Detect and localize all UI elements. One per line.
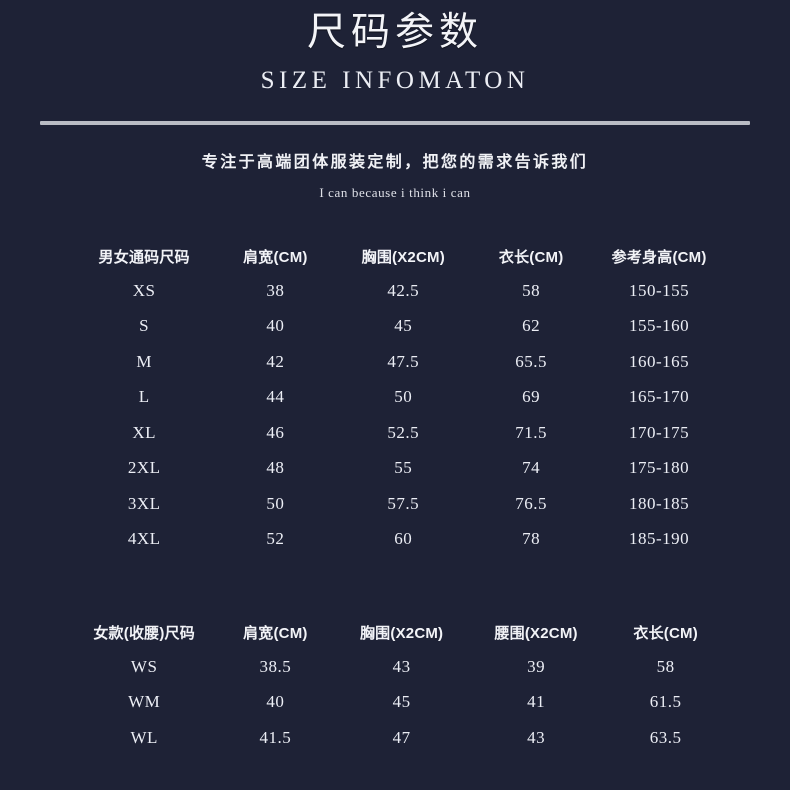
table-row: 2XL 48 55 74 175-180 [72, 451, 728, 487]
cell-chest: 43 [392, 656, 411, 676]
cell-size: M [136, 351, 152, 371]
table-row: WM 40 45 41 61.5 [72, 685, 728, 721]
column-header-length: 衣长(CM) [498, 248, 564, 266]
cell-length: 74 [522, 458, 541, 478]
cell-shoulder: 40 [266, 692, 285, 712]
table-row: WS 38.5 43 39 58 [72, 649, 728, 685]
column-header-shoulder: 肩宽(CM) [243, 624, 308, 642]
cell-length: 58 [522, 280, 541, 300]
cell-length: 76.5 [515, 493, 548, 513]
cell-shoulder: 44 [266, 387, 285, 407]
divider-wrap [0, 121, 790, 125]
cell-height: 165-170 [629, 387, 690, 407]
cell-shoulder: 38.5 [259, 656, 292, 676]
cell-length: 65.5 [515, 351, 548, 371]
cell-waist: 39 [527, 656, 546, 676]
horizontal-divider [40, 121, 750, 125]
cell-chest: 57.5 [387, 493, 420, 513]
cell-chest: 52.5 [387, 422, 420, 442]
cell-length: 78 [522, 529, 541, 549]
tagline-secondary: I can because i think i can [319, 185, 471, 200]
table-row: 4XL 52 60 78 185-190 [72, 522, 728, 558]
column-header-size: 男女通码尺码 [98, 248, 190, 266]
unisex-size-table: 男女通码尺码 肩宽(CM) 胸围(X2CM) 衣长(CM) 参考身高(CM) X… [72, 239, 728, 557]
cell-height: 150-155 [629, 280, 690, 300]
cell-chest: 47 [392, 727, 411, 747]
cell-length: 63.5 [649, 727, 682, 747]
cell-length: 61.5 [649, 692, 682, 712]
cell-chest: 60 [394, 529, 413, 549]
cell-waist: 43 [527, 727, 546, 747]
table-row: L 44 50 69 165-170 [72, 380, 728, 416]
cell-length: 69 [522, 387, 541, 407]
cell-size: XL [132, 422, 156, 442]
column-header-chest: 胸围(X2CM) [359, 624, 444, 642]
page-header: 尺码参数 SIZE INFOMATON 专注于高端团体服装定制，把您的需求告诉我… [0, 0, 790, 203]
cell-chest: 55 [394, 458, 413, 478]
table-header-row: 女款(收腰)尺码 肩宽(CM) 胸围(X2CM) 腰围(X2CM) 衣长(CM) [72, 615, 728, 649]
table-header-row: 男女通码尺码 肩宽(CM) 胸围(X2CM) 衣长(CM) 参考身高(CM) [72, 239, 728, 273]
cell-chest: 50 [394, 387, 413, 407]
table-row: 3XL 50 57.5 76.5 180-185 [72, 486, 728, 522]
cell-waist: 41 [527, 692, 546, 712]
unisex-size-table-block: 男女通码尺码 肩宽(CM) 胸围(X2CM) 衣长(CM) 参考身高(CM) X… [0, 239, 790, 557]
column-header-length: 衣长(CM) [633, 624, 698, 642]
table-row: XL 46 52.5 71.5 170-175 [72, 415, 728, 451]
cell-shoulder: 46 [266, 422, 285, 442]
cell-shoulder: 38 [266, 280, 285, 300]
cell-size: 2XL [127, 458, 161, 478]
cell-chest: 42.5 [387, 280, 420, 300]
cell-size: WS [130, 656, 158, 676]
cell-height: 185-190 [629, 529, 690, 549]
cell-shoulder: 48 [266, 458, 285, 478]
cell-length: 71.5 [515, 422, 548, 442]
column-header-shoulder: 肩宽(CM) [243, 248, 308, 266]
women-table-body: WS 38.5 43 39 58 WM 40 45 41 61.5 WL 41.… [72, 649, 728, 756]
women-size-table-block: 女款(收腰)尺码 肩宽(CM) 胸围(X2CM) 腰围(X2CM) 衣长(CM)… [0, 615, 790, 756]
cell-size: L [138, 387, 150, 407]
column-header-size: 女款(收腰)尺码 [93, 624, 195, 642]
cell-height: 180-185 [629, 493, 690, 513]
cell-length: 58 [656, 656, 675, 676]
page-title: 尺码参数 [306, 11, 483, 54]
table-row: WL 41.5 47 43 63.5 [72, 720, 728, 756]
table-row: XS 38 42.5 58 150-155 [72, 273, 728, 309]
column-header-height: 参考身高(CM) [611, 248, 707, 266]
cell-shoulder: 50 [266, 493, 285, 513]
unisex-table-body: XS 38 42.5 58 150-155 S 40 45 62 155-160… [72, 273, 728, 557]
cell-shoulder: 40 [266, 316, 285, 336]
women-size-table: 女款(收腰)尺码 肩宽(CM) 胸围(X2CM) 腰围(X2CM) 衣长(CM)… [72, 615, 728, 756]
cell-size: WM [128, 692, 161, 712]
unisex-table-head: 男女通码尺码 肩宽(CM) 胸围(X2CM) 衣长(CM) 参考身高(CM) [72, 239, 728, 273]
tagline-primary: 专注于高端团体服装定制，把您的需求告诉我们 [201, 154, 589, 171]
table-row: S 40 45 62 155-160 [72, 309, 728, 345]
women-table-head: 女款(收腰)尺码 肩宽(CM) 胸围(X2CM) 腰围(X2CM) 衣长(CM) [72, 615, 728, 649]
cell-chest: 45 [392, 692, 411, 712]
cell-size: WL [130, 727, 158, 747]
cell-height: 160-165 [629, 351, 690, 371]
cell-chest: 45 [394, 316, 413, 336]
cell-size: 4XL [127, 529, 161, 549]
cell-shoulder: 42 [266, 351, 285, 371]
cell-size: XS [132, 280, 156, 300]
cell-chest: 47.5 [387, 351, 420, 371]
cell-size: S [139, 316, 150, 336]
cell-height: 170-175 [629, 422, 690, 442]
cell-length: 62 [522, 316, 541, 336]
cell-height: 155-160 [629, 316, 690, 336]
table-row: M 42 47.5 65.5 160-165 [72, 344, 728, 380]
cell-shoulder: 52 [266, 529, 285, 549]
cell-height: 175-180 [629, 458, 690, 478]
cell-shoulder: 41.5 [259, 727, 292, 747]
page-subtitle: SIZE INFOMATON [260, 67, 530, 94]
column-header-waist: 腰围(X2CM) [494, 624, 578, 642]
cell-size: 3XL [127, 493, 161, 513]
column-header-chest: 胸围(X2CM) [361, 248, 445, 266]
